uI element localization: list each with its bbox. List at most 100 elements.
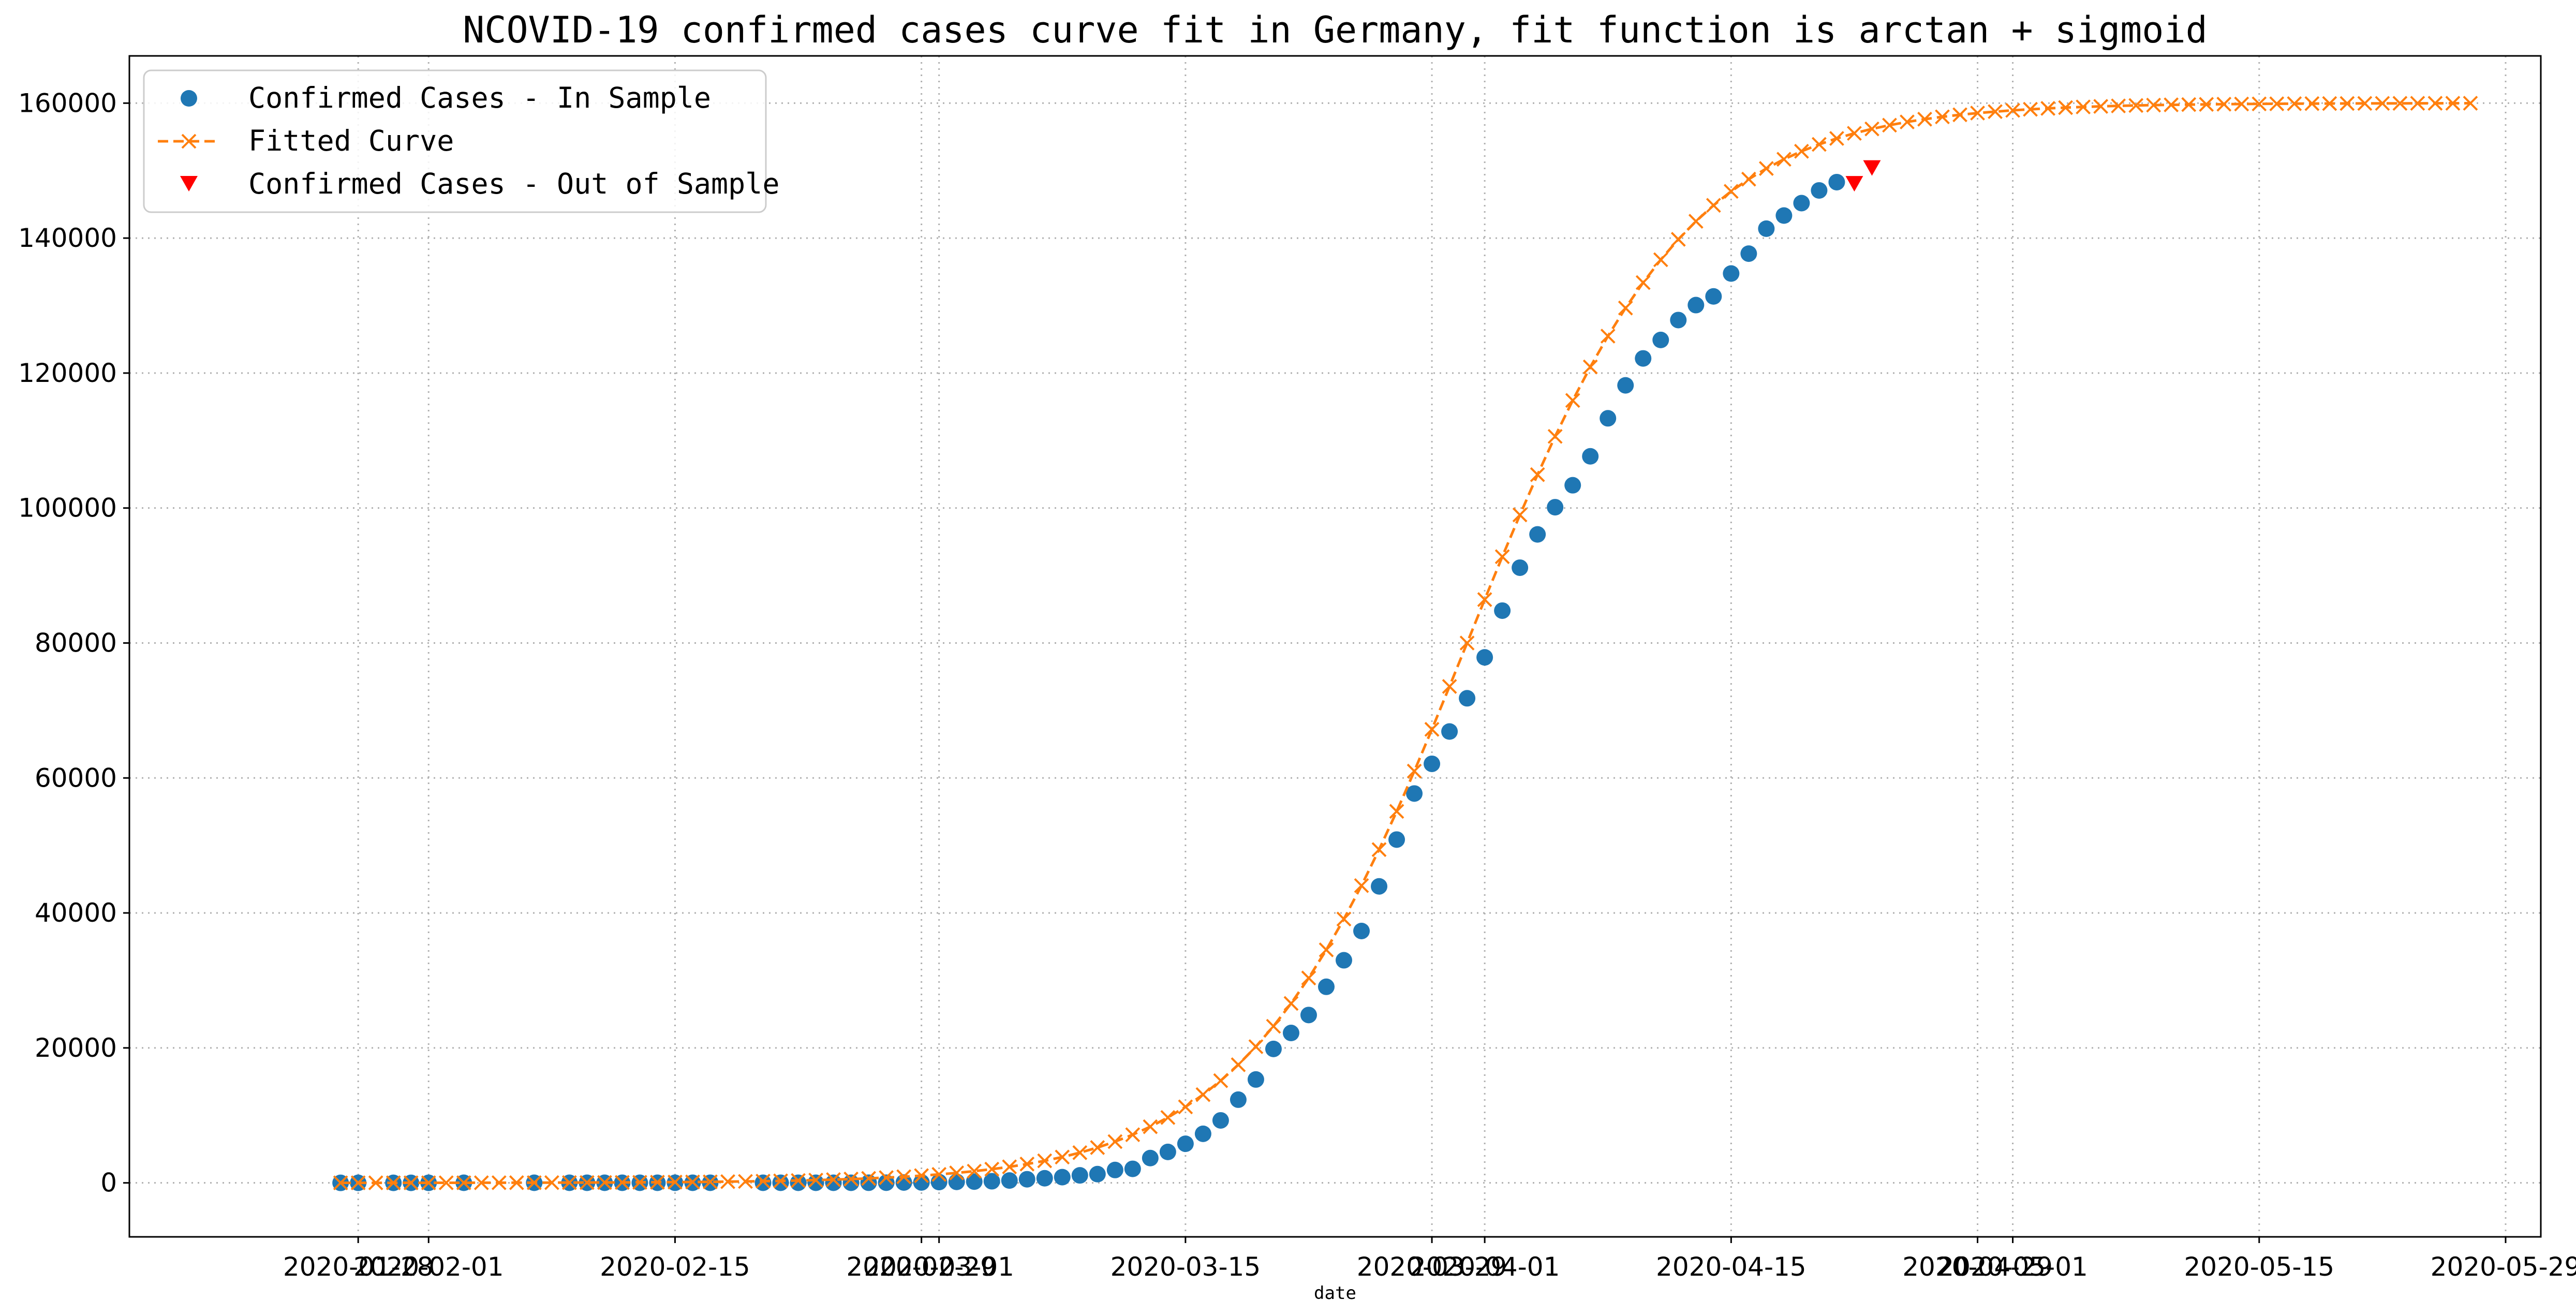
legend-marker-in-sample [181, 90, 197, 107]
point-fitted [914, 1168, 929, 1184]
point-in-sample [1406, 785, 1423, 802]
point-fitted [1811, 137, 1827, 152]
point-fitted [756, 1173, 771, 1189]
legend-marker-out-of-sample [180, 176, 198, 191]
point-fitted [879, 1170, 894, 1185]
chart-title: NCOVID-19 confirmed cases curve fit in G… [463, 9, 2207, 51]
point-fitted [1670, 232, 1686, 247]
point-in-sample [1705, 288, 1722, 305]
point-fitted [614, 1175, 630, 1190]
point-fitted [403, 1175, 419, 1190]
x-tick-label: 2020-04-01 [1410, 1252, 1560, 1282]
point-fitted [1900, 114, 1915, 130]
point-fitted [2322, 96, 2337, 111]
point-fitted [1283, 996, 1299, 1011]
point-in-sample [1635, 350, 1652, 367]
point-fitted [333, 1175, 348, 1191]
point-fitted [1213, 1073, 1228, 1088]
point-fitted [2040, 100, 2056, 116]
point-in-sample [1793, 195, 1810, 212]
x-tick-label: 2020-02-01 [353, 1252, 504, 1282]
point-in-sample [1159, 1143, 1176, 1160]
point-fitted [2216, 96, 2232, 112]
x-tick-label: 2020-02-29 [846, 1252, 997, 1282]
point-fitted [1935, 109, 1950, 125]
point-fitted [720, 1174, 735, 1189]
point-out-of-sample [1863, 160, 1881, 176]
point-fitted [896, 1169, 912, 1185]
point-in-sample [1142, 1149, 1159, 1166]
y-tick-label: 40000 [35, 898, 117, 928]
point-fitted [1547, 429, 1563, 444]
point-in-sample [1547, 499, 1564, 516]
point-fitted [1002, 1159, 1017, 1175]
point-in-sample [1424, 755, 1441, 772]
point-fitted [1266, 1018, 1281, 1034]
point-in-sample [1265, 1040, 1282, 1057]
point-fitted [632, 1175, 647, 1190]
point-in-sample [1018, 1171, 1035, 1188]
point-fitted [1178, 1099, 1193, 1115]
point-fitted [2287, 96, 2302, 111]
point-fitted [1160, 1110, 1176, 1125]
point-fitted [1882, 117, 1897, 133]
y-tick-label: 160000 [18, 88, 117, 118]
x-tick-label: 2020-05-15 [2184, 1252, 2334, 1282]
data-series [332, 96, 2478, 1191]
point-in-sample [1529, 526, 1546, 543]
point-fitted [2058, 100, 2074, 115]
point-fitted [438, 1175, 454, 1190]
point-fitted [1970, 106, 1985, 121]
point-fitted [1037, 1153, 1053, 1169]
point-fitted [1653, 252, 1668, 268]
point-fitted [2128, 98, 2144, 113]
point-fitted [984, 1161, 1000, 1177]
x-tick-label: 2020-05-01 [1937, 1252, 2088, 1282]
point-fitted [1195, 1087, 1211, 1102]
point-fitted [1794, 143, 1809, 159]
point-fitted [808, 1172, 823, 1188]
point-fitted [1055, 1149, 1070, 1165]
point-out-of-sample [1845, 176, 1863, 192]
point-fitted [967, 1163, 982, 1179]
point-in-sample [807, 1174, 824, 1191]
point-fitted [1319, 942, 1334, 957]
point-fitted [1354, 878, 1369, 893]
legend-box [143, 69, 767, 213]
point-fitted [1847, 126, 1862, 141]
point-in-sample [1617, 377, 1634, 394]
point-fitted [1618, 300, 1633, 316]
point-in-sample [1476, 649, 1493, 666]
point-fitted [1776, 152, 1792, 167]
point-in-sample [1494, 602, 1511, 619]
point-fitted [1706, 198, 1721, 213]
point-fitted [668, 1174, 683, 1190]
legend-label-fitted: Fitted Curve [248, 124, 454, 157]
y-tick-label: 20000 [35, 1033, 117, 1063]
y-tick-label: 60000 [35, 763, 117, 793]
point-fitted [1494, 549, 1510, 565]
point-fitted [597, 1175, 612, 1190]
point-fitted [2304, 96, 2320, 111]
point-fitted [1371, 842, 1387, 858]
point-in-sample [1512, 559, 1529, 576]
legend-marker-fitted [181, 134, 197, 149]
point-fitted [2111, 98, 2126, 114]
x-tick-label: 2020-03-01 [864, 1252, 1014, 1282]
point-fitted [685, 1174, 700, 1190]
point-in-sample [1600, 410, 1617, 427]
point-in-sample [913, 1174, 930, 1191]
point-in-sample [1459, 690, 1476, 707]
point-in-sample [1106, 1161, 1123, 1178]
point-fitted [1442, 679, 1457, 694]
x-tick-label: 2020-05-29 [2431, 1252, 2576, 1282]
point-fitted [1600, 329, 1616, 344]
point-in-sample [842, 1174, 860, 1191]
point-in-sample [1247, 1071, 1264, 1088]
point-fitted [1565, 393, 1580, 408]
point-fitted [2375, 96, 2390, 111]
point-fitted [473, 1175, 489, 1190]
point-fitted [1107, 1134, 1123, 1149]
